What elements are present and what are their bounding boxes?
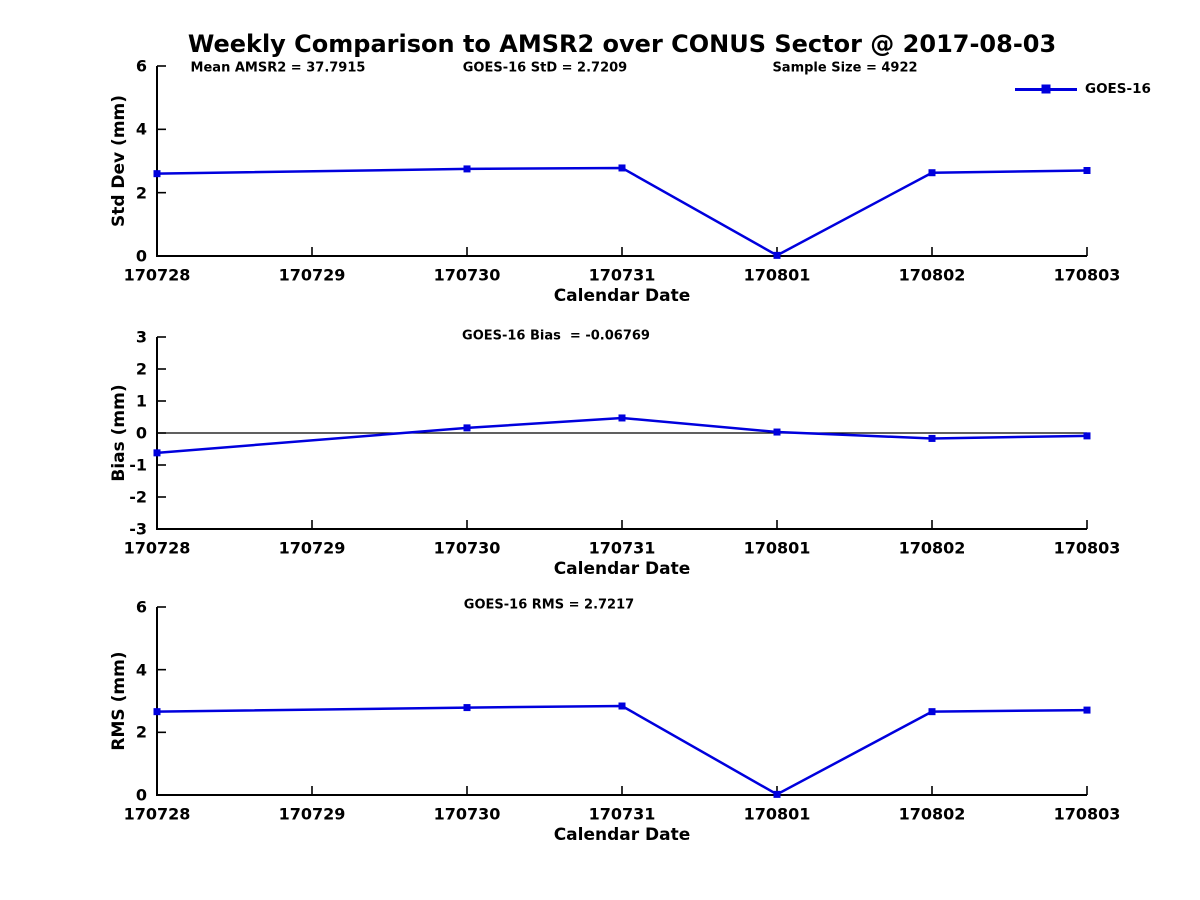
- y-tick-label: 2: [135, 359, 147, 379]
- data-point-marker: [153, 449, 161, 457]
- data-point-marker: [618, 702, 626, 710]
- y-tick-label: 0: [135, 423, 147, 443]
- legend-label: GOES-16: [1085, 81, 1151, 97]
- annotation-text: GOES-16 StD = 2.7209: [462, 60, 628, 76]
- x-tick-label: 170730: [433, 538, 501, 558]
- data-point-marker: [463, 165, 471, 173]
- annotation-text: GOES-16 RMS = 2.7217: [463, 597, 635, 613]
- legend-line-sample: [1015, 84, 1077, 94]
- data-point-marker: [928, 169, 936, 177]
- x-tick-label: 170803: [1053, 538, 1121, 558]
- x-tick-label: 170731: [588, 538, 656, 558]
- x-axis-label-panel-2: Calendar Date: [553, 559, 691, 579]
- x-tick-label: 170802: [898, 265, 966, 285]
- data-point-marker: [928, 434, 936, 442]
- x-tick-label: 170729: [278, 804, 346, 824]
- y-tick-label: 6: [135, 597, 147, 617]
- annotation-text: Mean AMSR2 = 37.7915: [190, 60, 366, 76]
- x-tick-label: 170729: [278, 538, 346, 558]
- y-axis-label-std-dev: Std Dev (mm): [109, 94, 129, 228]
- data-point-marker: [773, 428, 781, 436]
- y-tick-label: -2: [129, 487, 147, 507]
- y-tick-label: 4: [135, 660, 147, 680]
- series-line: [156, 166, 1088, 257]
- x-tick-label: 170803: [1053, 265, 1121, 285]
- data-point-marker: [1083, 167, 1091, 174]
- y-axis-label-rms: RMS (mm): [109, 651, 129, 751]
- annotation-text: GOES-16 Bias = -0.06769: [462, 328, 650, 344]
- data-point-marker: [773, 251, 781, 259]
- y-tick-label: 1: [135, 391, 147, 411]
- y-tick-label: 0: [135, 785, 147, 805]
- x-tick-label: 170801: [743, 265, 811, 285]
- y-tick-label: 3: [135, 327, 147, 347]
- legend-square-marker-icon: [1041, 84, 1051, 94]
- x-axis-label-panel-3: Calendar Date: [553, 825, 691, 845]
- series-line: [156, 704, 1088, 796]
- data-point-marker: [618, 414, 626, 422]
- y-tick-label: 4: [135, 119, 147, 139]
- legend: GOES-16: [1015, 81, 1151, 97]
- x-tick-label: 170801: [743, 538, 811, 558]
- data-point-marker: [928, 708, 936, 716]
- x-tick-label: 170730: [433, 265, 501, 285]
- data-point-marker: [153, 170, 161, 178]
- x-tick-label: 170731: [588, 804, 656, 824]
- x-tick-label: 170728: [123, 804, 191, 824]
- data-point-marker: [618, 164, 626, 172]
- data-point-marker: [773, 790, 781, 798]
- x-axis-label-panel-1: Calendar Date: [553, 286, 691, 306]
- chart-title: Weekly Comparison to AMSR2 over CONUS Se…: [187, 30, 1057, 58]
- series-line: [156, 416, 1088, 455]
- y-tick-label: -1: [129, 455, 147, 475]
- x-tick-label: 170731: [588, 265, 656, 285]
- data-point-marker: [1083, 706, 1091, 714]
- x-tick-label: 170803: [1053, 804, 1121, 824]
- y-tick-label: 2: [135, 722, 147, 742]
- y-tick-label: 0: [135, 246, 147, 266]
- x-tick-label: 170728: [123, 538, 191, 558]
- data-point-marker: [463, 424, 471, 432]
- y-tick-label: 6: [135, 56, 147, 76]
- data-point-marker: [153, 708, 161, 716]
- y-tick-label: -3: [129, 519, 147, 539]
- x-tick-label: 170802: [898, 804, 966, 824]
- x-tick-label: 170730: [433, 804, 501, 824]
- data-point-marker: [463, 704, 471, 712]
- x-tick-label: 170801: [743, 804, 811, 824]
- x-tick-label: 170802: [898, 538, 966, 558]
- x-tick-label: 170729: [278, 265, 346, 285]
- y-axis-label-bias: Bias (mm): [109, 384, 129, 482]
- annotation-text: Sample Size = 4922: [772, 60, 918, 76]
- y-tick-label: 2: [135, 183, 147, 203]
- x-tick-label: 170728: [123, 265, 191, 285]
- data-point-marker: [1083, 432, 1091, 440]
